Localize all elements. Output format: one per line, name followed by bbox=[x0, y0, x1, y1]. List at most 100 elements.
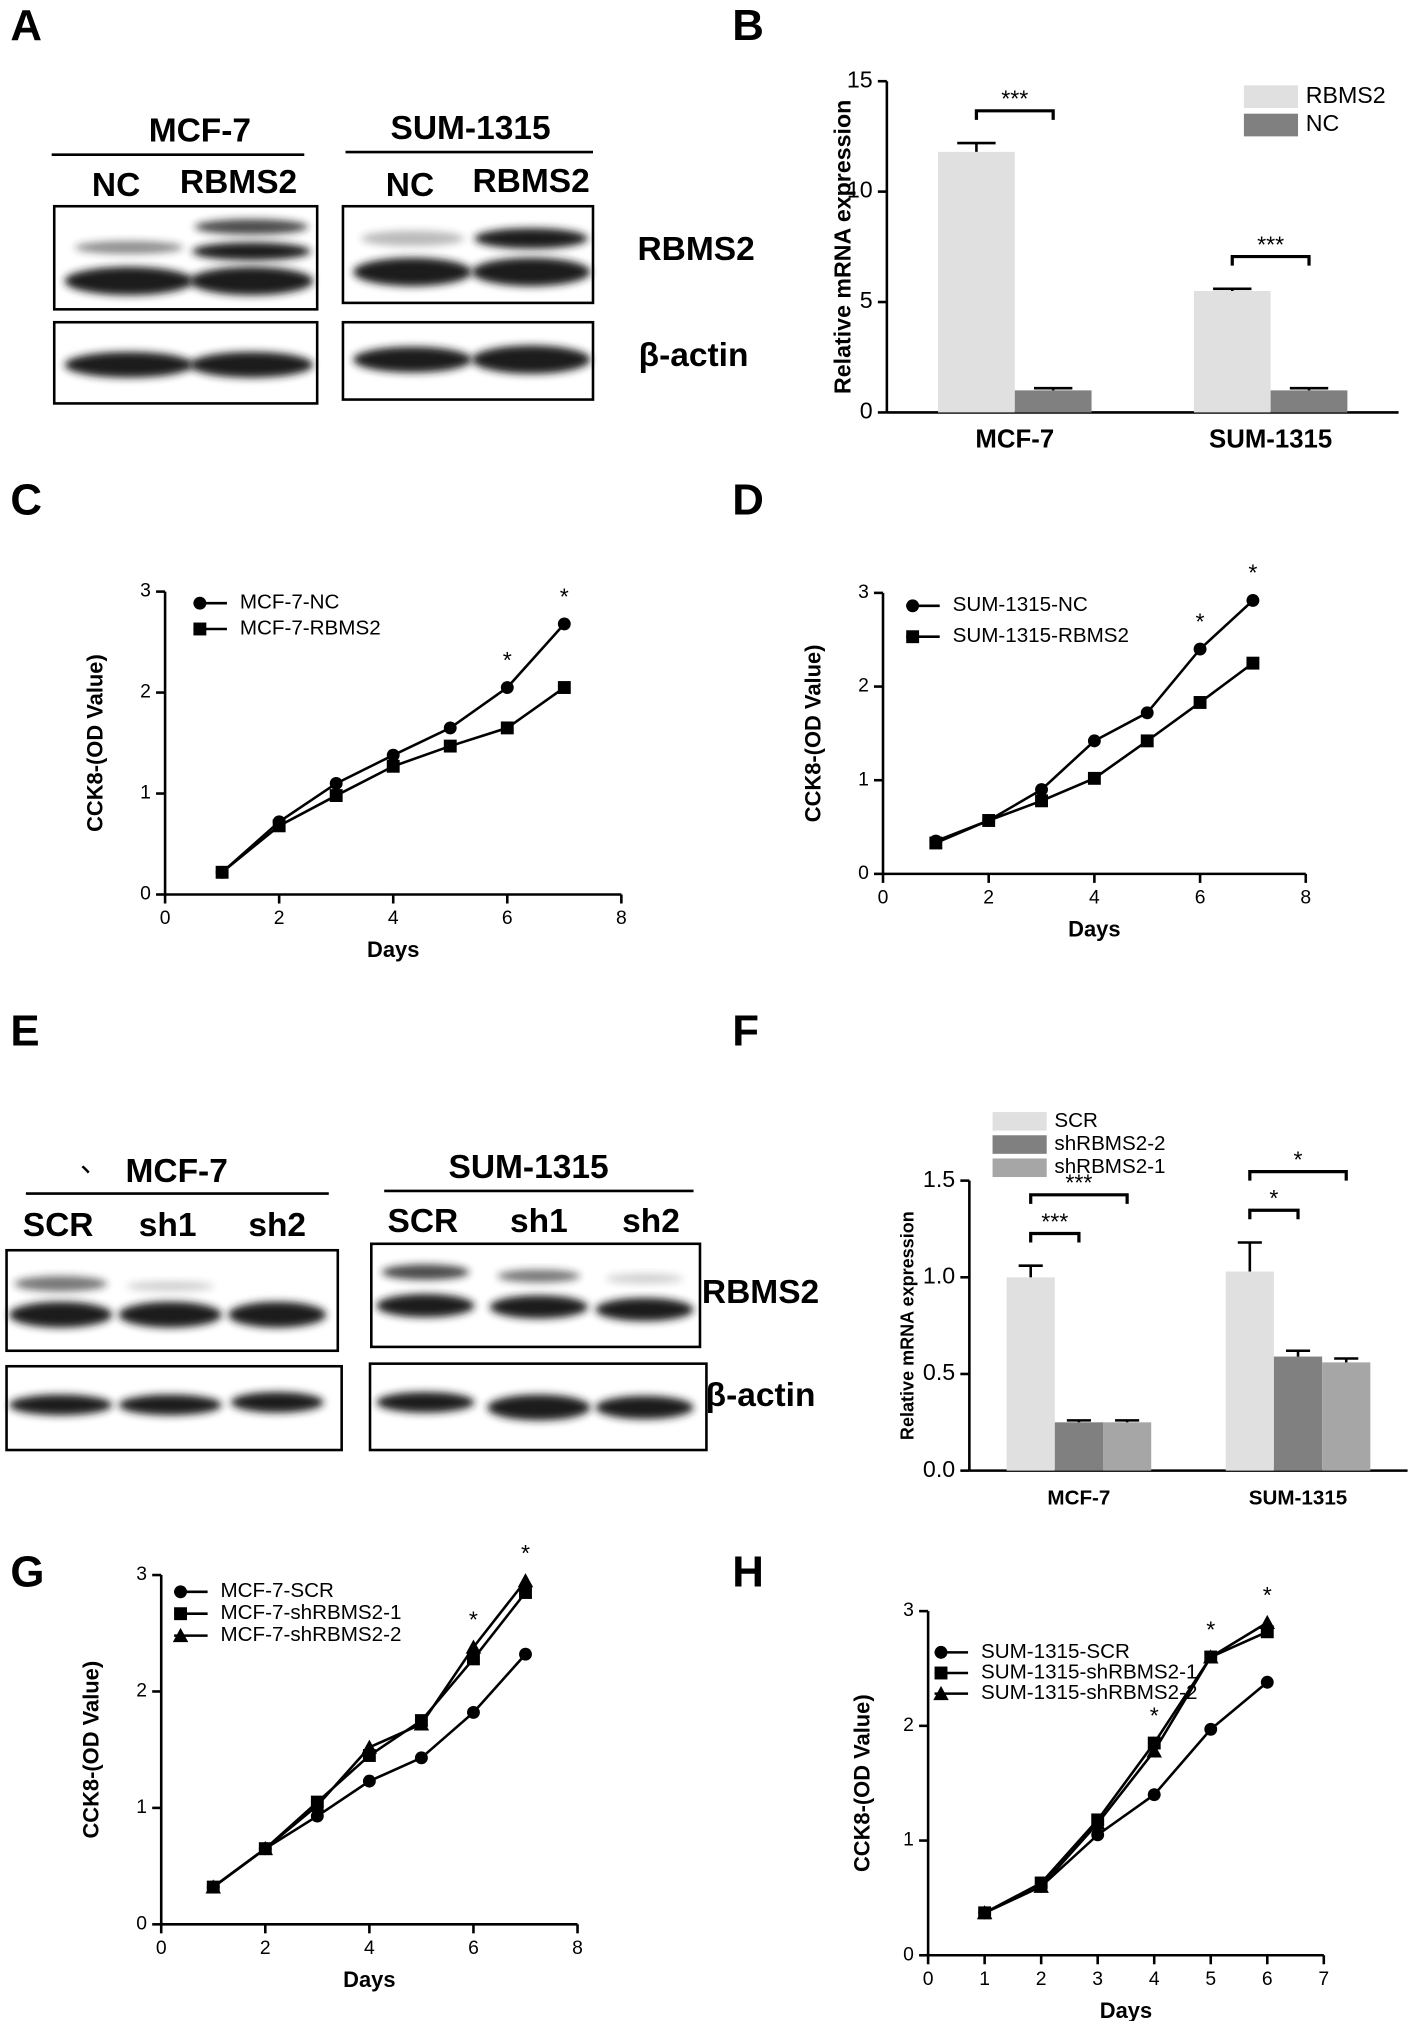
marker bbox=[906, 630, 920, 644]
lane-label: RBMS2 bbox=[472, 163, 589, 200]
y-axis-label: Relative mRNA expression bbox=[829, 100, 855, 394]
annotation: * bbox=[1248, 560, 1257, 586]
y-tick-label: 2 bbox=[136, 1681, 147, 1702]
marker bbox=[517, 1573, 534, 1588]
panel-label: F bbox=[732, 1006, 759, 1055]
legend-swatch bbox=[992, 1112, 1047, 1131]
marker bbox=[500, 681, 514, 694]
marker bbox=[1035, 794, 1048, 808]
marker bbox=[272, 819, 286, 833]
x-axis-label: Days bbox=[1100, 1998, 1152, 2021]
y-axis-label: CCK8-(OD Value) bbox=[83, 654, 108, 832]
legend-swatch bbox=[992, 1135, 1047, 1154]
band bbox=[118, 1301, 222, 1328]
y-tick-label: 0 bbox=[858, 863, 869, 884]
marker bbox=[193, 622, 207, 636]
marker bbox=[976, 1905, 993, 1920]
annotation: * bbox=[1150, 1702, 1159, 1728]
legend-label: shRBMS2-1 bbox=[1054, 1155, 1165, 1178]
panel-label: D bbox=[732, 475, 764, 524]
bar bbox=[1322, 1362, 1371, 1471]
x-tick-label: 4 bbox=[388, 908, 399, 929]
y-tick-label: 0 bbox=[860, 398, 873, 424]
panel-label: B bbox=[732, 1, 764, 50]
marker bbox=[1091, 1828, 1105, 1842]
legend-label: NC bbox=[1306, 110, 1340, 136]
marker bbox=[519, 1586, 532, 1599]
marker bbox=[1087, 734, 1101, 748]
x-tick-label: 2 bbox=[1036, 1969, 1047, 1990]
marker bbox=[1246, 593, 1260, 607]
y-tick-label: 1 bbox=[903, 1830, 914, 1851]
band bbox=[471, 257, 591, 287]
y-tick-label: 0.5 bbox=[923, 1359, 955, 1385]
band-label: β-actin bbox=[706, 1377, 816, 1414]
marker bbox=[1259, 1614, 1276, 1630]
panel-label: H bbox=[732, 1548, 764, 1597]
x-tick-label: 0 bbox=[156, 1938, 167, 1959]
band bbox=[487, 1394, 591, 1421]
series-line bbox=[984, 1621, 1268, 1914]
legend-label: SUM-1315-shRBMS2-1 bbox=[981, 1660, 1197, 1683]
legend-label: shRBMS2-2 bbox=[1054, 1132, 1165, 1155]
marker bbox=[413, 1716, 430, 1731]
marker bbox=[1246, 656, 1260, 670]
lane-label: SCR bbox=[23, 1207, 94, 1244]
marker bbox=[1193, 642, 1207, 656]
marker bbox=[443, 721, 457, 735]
marker bbox=[465, 1639, 482, 1654]
cell-line: SUM-1315 bbox=[390, 110, 550, 147]
x-tick-label: MCF-7 bbox=[1047, 1486, 1110, 1509]
x-tick-label: 6 bbox=[1262, 1969, 1273, 1990]
marker bbox=[443, 739, 457, 753]
marker bbox=[557, 681, 571, 694]
x-tick-label: 0 bbox=[878, 887, 889, 908]
y-tick-label: 1 bbox=[858, 769, 869, 790]
y-tick-label: 15 bbox=[847, 66, 873, 92]
legend-label: SUM-1315-RBMS2 bbox=[953, 624, 1129, 647]
x-axis-label: Days bbox=[367, 937, 419, 962]
lane-label: sh1 bbox=[510, 1203, 568, 1240]
band bbox=[230, 1392, 324, 1413]
bar bbox=[1270, 390, 1348, 413]
y-axis-label: CCK8-(OD Value) bbox=[800, 645, 825, 823]
band bbox=[189, 351, 314, 378]
x-tick-label: 6 bbox=[1195, 887, 1206, 908]
annotation: * bbox=[521, 1540, 530, 1566]
line-chart: 0 1 2 3 CCK8-(OD Value) 0 2 4 6 8 Days * * SUM-1315-N… bbox=[800, 560, 1311, 942]
legend-label: MCF-7-NC bbox=[240, 591, 340, 614]
band-label: RBMS2 bbox=[702, 1274, 819, 1311]
x-tick-label: 7 bbox=[1318, 1969, 1329, 1990]
marker bbox=[1140, 734, 1154, 748]
band bbox=[64, 266, 194, 296]
band bbox=[194, 219, 309, 235]
y-tick-label: 2 bbox=[140, 682, 151, 703]
marker bbox=[906, 599, 920, 613]
x-axis-label: Days bbox=[1068, 916, 1120, 941]
y-tick-label: 10 bbox=[847, 177, 873, 203]
marker bbox=[257, 1840, 274, 1856]
bar bbox=[1006, 1277, 1055, 1471]
annotation: * bbox=[1263, 1582, 1272, 1608]
x-tick-label: 8 bbox=[616, 908, 627, 929]
x-tick-label: 8 bbox=[572, 1938, 583, 1959]
marker bbox=[310, 1809, 324, 1823]
y-tick-label: 0 bbox=[903, 1944, 914, 1965]
significance-label: *** bbox=[1041, 1208, 1068, 1234]
x-tick-label: 2 bbox=[260, 1938, 271, 1959]
cell-line: MCF-7 bbox=[126, 1153, 228, 1190]
y-tick-label: 0 bbox=[140, 884, 151, 905]
blot-box bbox=[341, 204, 595, 305]
y-tick-label: 5 bbox=[860, 287, 873, 313]
marker bbox=[414, 1751, 428, 1765]
lane-label: RBMS2 bbox=[180, 164, 297, 201]
band bbox=[14, 1276, 108, 1292]
series-line bbox=[221, 623, 566, 874]
marker bbox=[1140, 706, 1154, 720]
y-tick-label: 1.0 bbox=[923, 1262, 955, 1288]
band bbox=[376, 1294, 475, 1318]
legend-swatch bbox=[992, 1158, 1047, 1178]
x-tick-label: 1 bbox=[979, 1969, 990, 1990]
marker bbox=[1260, 1675, 1274, 1689]
legend-label: MCF-7-SCR bbox=[221, 1579, 334, 1602]
